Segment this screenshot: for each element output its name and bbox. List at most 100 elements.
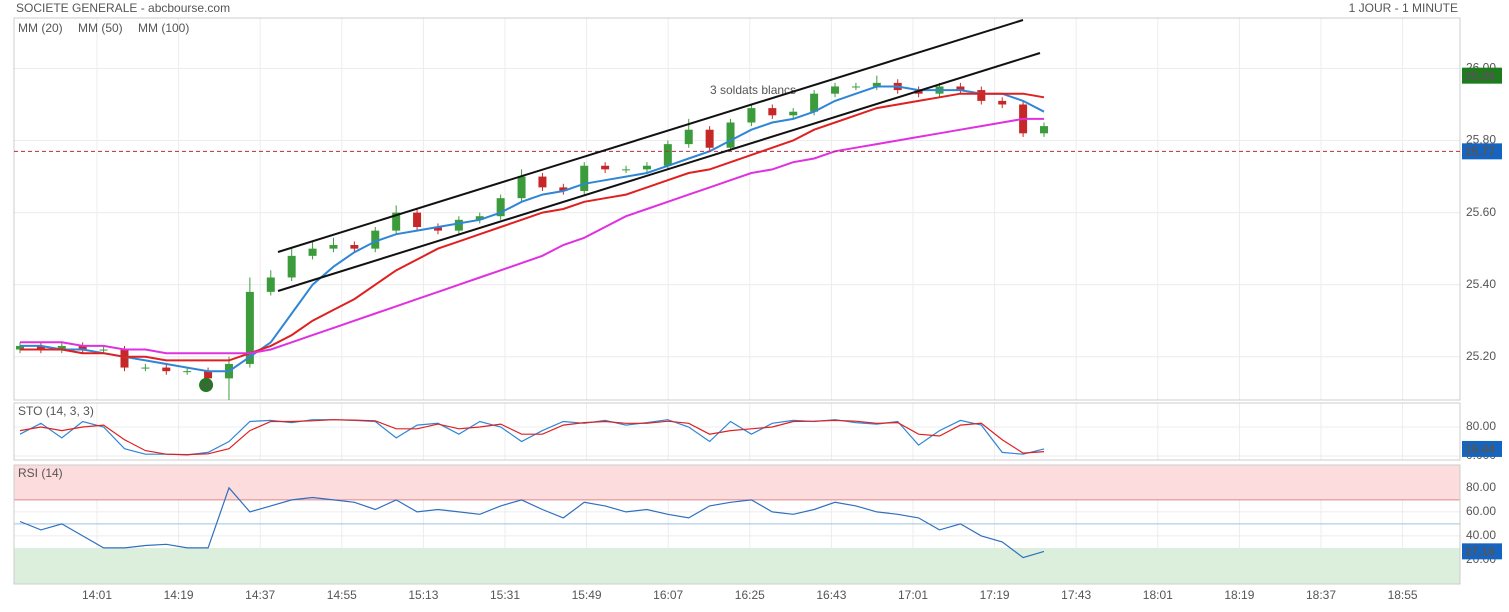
- candle-body: [517, 176, 526, 199]
- candle-body: [99, 349, 108, 351]
- candle-body: [747, 108, 756, 123]
- candle-body: [726, 122, 735, 148]
- candle-body: [538, 176, 547, 188]
- candle-body: [810, 93, 819, 112]
- candle-body: [454, 219, 463, 231]
- x-tick-label: 17:43: [1061, 588, 1091, 602]
- candle-body: [183, 371, 192, 373]
- x-tick-label: 16:25: [735, 588, 765, 602]
- x-tick-label: 18:55: [1388, 588, 1418, 602]
- candle-body: [120, 349, 129, 368]
- candle-body: [622, 169, 631, 171]
- value-badge-label: 19.44: [1465, 442, 1495, 456]
- candle-body: [601, 165, 610, 170]
- series-line: [20, 92, 1045, 362]
- candle-body: [245, 291, 254, 364]
- candle-body: [162, 367, 171, 372]
- y-tick-label: 25.40: [1466, 277, 1496, 291]
- legend-entry: MM (50): [78, 21, 123, 35]
- y-tick-label: 80.00: [1466, 480, 1496, 494]
- band: [14, 465, 1460, 500]
- panel-border: [13, 402, 1461, 461]
- candle-body: [851, 86, 860, 88]
- candle-body: [433, 227, 442, 231]
- candle-body: [789, 111, 798, 116]
- candle-body: [1040, 126, 1048, 134]
- legend-entry: MM (20): [18, 21, 63, 35]
- header-period: 1 JOUR - 1 MINUTE: [1349, 1, 1458, 15]
- value-badge: [1462, 67, 1502, 84]
- x-tick-label: 14:55: [327, 588, 357, 602]
- candle-body: [559, 187, 568, 191]
- x-tick-label: 16:43: [816, 588, 846, 602]
- x-tick-label: 15:31: [490, 588, 520, 602]
- candle-body: [16, 345, 24, 350]
- x-tick-label: 17:19: [980, 588, 1010, 602]
- channel-line: [277, 19, 1024, 253]
- annotation: 3 soldats blancs: [710, 83, 796, 97]
- candle-body: [872, 82, 881, 87]
- signal-marker: [199, 378, 214, 392]
- candle-body: [141, 367, 150, 369]
- candle-body: [78, 345, 87, 350]
- candle-body: [663, 144, 672, 166]
- header-title: SOCIETE GENERALE - abcbourse.com: [16, 1, 230, 15]
- y-tick-label: 40.00: [1466, 528, 1496, 542]
- y-tick-label: 80.00: [1466, 419, 1496, 433]
- candle-body: [308, 248, 317, 256]
- candle-body: [977, 90, 986, 101]
- candle-body: [684, 129, 693, 145]
- y-tick-label: 25.20: [1466, 349, 1496, 363]
- channel-line: [277, 52, 1041, 292]
- candle-body: [36, 345, 45, 350]
- series-line: [20, 85, 1045, 373]
- series-line: [19, 486, 1045, 559]
- x-tick-label: 15:13: [408, 588, 438, 602]
- x-tick-label: 18:01: [1143, 588, 1173, 602]
- candle-body: [956, 86, 965, 91]
- candle-body: [998, 100, 1007, 105]
- y-tick-label: 25.60: [1466, 205, 1496, 219]
- candle-body: [204, 371, 213, 379]
- panel-title: RSI (14): [18, 466, 63, 480]
- value-badge-label: 25.98: [1465, 69, 1495, 83]
- candle-body: [57, 345, 66, 350]
- value-badge-label: 25.77: [1465, 145, 1495, 159]
- x-tick-label: 18:19: [1224, 588, 1254, 602]
- candle-body: [580, 165, 589, 191]
- candle-body: [642, 165, 651, 170]
- x-tick-label: 15:49: [572, 588, 602, 602]
- x-tick-label: 14:19: [164, 588, 194, 602]
- y-tick-label: 60.00: [1466, 504, 1496, 518]
- band: [14, 547, 1460, 584]
- panel-border: [13, 17, 1461, 401]
- legend-entry: MM (100): [138, 21, 189, 35]
- value-badge: [1462, 543, 1502, 560]
- x-tick-label: 18:37: [1306, 588, 1336, 602]
- x-tick-label: 17:01: [898, 588, 928, 602]
- panel-title: STO (14, 3, 3): [18, 404, 94, 418]
- candle-body: [768, 108, 777, 116]
- candle-body: [496, 198, 505, 217]
- candle-body: [266, 277, 275, 292]
- series-line: [19, 419, 1045, 456]
- candle-body: [475, 216, 484, 220]
- panel-border: [13, 464, 1461, 585]
- candle-body: [705, 129, 714, 148]
- candle-body: [831, 86, 840, 94]
- x-tick-label: 16:07: [653, 588, 683, 602]
- signal-label: H: [202, 378, 211, 392]
- candle-body: [350, 245, 359, 249]
- candle-body: [413, 212, 422, 228]
- x-tick-label: 14:01: [82, 588, 112, 602]
- y-tick-label: 25.80: [1466, 133, 1496, 147]
- candle-body: [329, 245, 338, 249]
- candle-body: [392, 212, 401, 231]
- value-badge: [1462, 143, 1502, 160]
- value-badge: [1462, 440, 1502, 457]
- series-line: [20, 117, 1044, 355]
- value-badge-label: 27.16: [1465, 545, 1495, 559]
- candle-body: [371, 230, 380, 249]
